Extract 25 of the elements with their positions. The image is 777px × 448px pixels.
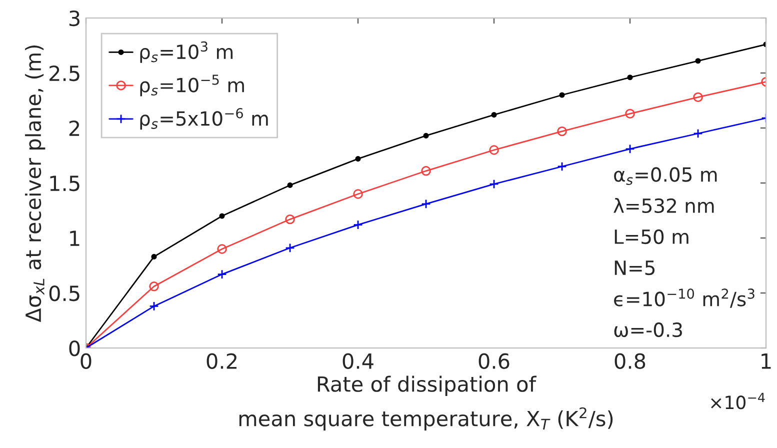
legend-label: ρ$_{s}$=10$^{3}$ m xyxy=(140,41,233,63)
legend-label: ρ$_{s}$=5x10$^{−6}$ m xyxy=(140,108,268,130)
x-tick-label: 0.4 xyxy=(342,353,374,369)
text: ×10$^{−4}$ xyxy=(711,392,765,410)
x-tick-label: 0 xyxy=(80,353,92,369)
x-tick-label: 0.8 xyxy=(614,353,646,369)
legend-label: ρ$_{s}$=10$^{−5}$ m xyxy=(140,74,244,96)
y-tick-label: 0.5 xyxy=(49,285,80,302)
y-tick-label: 2 xyxy=(69,120,80,136)
annotation: λ=532 nm xyxy=(614,198,714,214)
y-axis-title: Δσ$_{xL}$ at receiver plane, (m) xyxy=(25,46,46,322)
annotation: ϵ=10$^{−10}$ m$^{2}$/s$^{3}$ xyxy=(614,288,754,308)
annotation: ω=-0.3 xyxy=(614,322,682,338)
x-tick-label: 0.6 xyxy=(478,353,510,369)
x-axis-title: Rate of dissipation of mean square temperature, X$_{T}$ (K$^{2}$/s) xyxy=(239,376,613,430)
annotation: L=50 m xyxy=(614,229,688,244)
y-tick-label: 0 xyxy=(69,340,80,356)
y-tick-label: 1 xyxy=(70,230,80,246)
x-tick-label: 0.2 xyxy=(206,353,236,369)
y-tick-label: 3 xyxy=(69,10,80,26)
x-tick-label: 1 xyxy=(762,354,771,369)
y-tick-label: 2.5 xyxy=(50,65,80,82)
annotation: N=5 xyxy=(614,260,655,276)
annotation: α$_{s}$=0.05 m xyxy=(614,167,717,185)
y-tick-label: 1.5 xyxy=(50,176,80,192)
